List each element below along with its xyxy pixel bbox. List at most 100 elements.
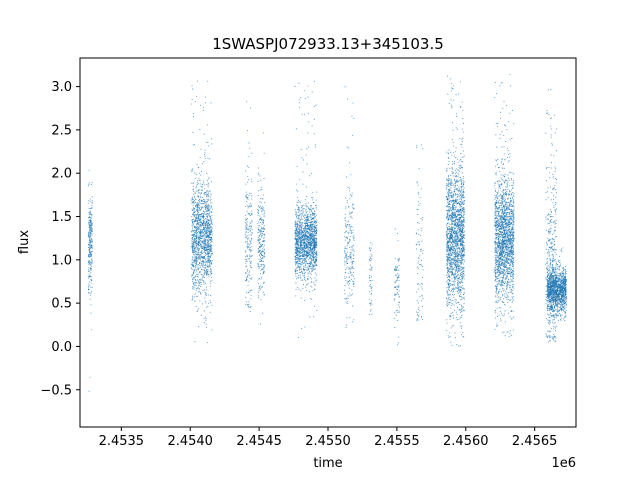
data-point: [452, 242, 454, 244]
data-point: [207, 246, 209, 248]
data-point: [192, 288, 194, 290]
data-point: [206, 207, 209, 209]
data-point: [369, 275, 371, 277]
data-point: [371, 292, 373, 294]
data-point: [304, 254, 306, 256]
data-point: [455, 147, 457, 149]
data-point: [448, 199, 450, 201]
data-point: [311, 267, 313, 269]
data-point: [260, 208, 262, 210]
data-point: [451, 160, 454, 163]
data-point: [264, 234, 266, 236]
data-point: [315, 264, 317, 266]
data-point: [302, 284, 305, 286]
data-point: [347, 187, 349, 189]
data-point: [203, 109, 205, 111]
data-point: [302, 241, 304, 244]
data-point: [351, 115, 353, 117]
data-point: [301, 263, 303, 265]
data-point: [455, 234, 457, 236]
data-point: [250, 241, 252, 243]
data-point: [257, 214, 259, 216]
data-point: [209, 196, 212, 198]
data-point: [298, 218, 300, 220]
data-point: [197, 180, 199, 182]
data-point: [191, 295, 193, 297]
data-point: [198, 255, 200, 257]
data-point: [349, 272, 352, 274]
data-point: [258, 283, 260, 285]
data-point: [91, 207, 93, 209]
data-point: [453, 206, 455, 209]
data-point: [249, 275, 251, 277]
data-point: [90, 255, 92, 257]
data-point: [349, 190, 351, 192]
data-point: [210, 231, 213, 233]
data-point: [192, 208, 194, 210]
data-point: [305, 239, 307, 241]
data-point: [196, 203, 198, 205]
data-point: [369, 268, 371, 271]
data-point: [461, 167, 463, 169]
data-point: [208, 275, 210, 277]
data-point: [313, 214, 316, 216]
data-point: [350, 261, 352, 263]
data-point: [302, 249, 304, 251]
data-point: [200, 197, 202, 199]
data-point: [194, 227, 196, 229]
data-point: [344, 213, 346, 215]
data-point: [205, 243, 207, 245]
data-point: [263, 225, 265, 227]
data-point: [313, 249, 316, 251]
data-point: [210, 219, 212, 221]
data-point: [310, 224, 312, 226]
data-point: [196, 245, 198, 247]
data-point: [194, 283, 196, 285]
data-point: [208, 257, 210, 259]
data-point: [206, 234, 208, 236]
data-point: [294, 252, 296, 254]
data-point: [294, 244, 296, 246]
data-point: [308, 256, 310, 258]
data-point: [197, 183, 199, 185]
data-point: [370, 260, 372, 262]
data-point: [204, 204, 206, 206]
data-point: [306, 251, 308, 253]
data-point: [203, 232, 205, 234]
data-point: [307, 278, 310, 280]
data-point: [460, 292, 462, 294]
data-point: [208, 224, 211, 226]
data-point: [295, 268, 297, 270]
data-point: [208, 145, 210, 147]
data-point: [345, 247, 347, 249]
data-point: [260, 217, 262, 219]
data-point: [461, 305, 463, 307]
data-point: [204, 255, 206, 258]
data-point: [193, 265, 195, 267]
data-point: [195, 206, 198, 208]
data-point: [303, 217, 306, 219]
data-point: [201, 261, 203, 263]
data-point: [195, 260, 198, 262]
data-point: [344, 252, 346, 254]
data-point: [307, 218, 309, 220]
data-point: [311, 266, 313, 268]
data-point: [202, 266, 204, 268]
data-point: [315, 104, 317, 106]
data-point: [246, 256, 248, 258]
data-point: [422, 252, 424, 254]
data-point: [258, 190, 260, 192]
data-point: [457, 232, 460, 234]
data-point: [246, 245, 248, 247]
data-point: [352, 305, 354, 307]
data-point: [310, 243, 313, 245]
data-point: [295, 249, 297, 251]
data-point: [314, 146, 316, 148]
data-point: [459, 259, 461, 261]
data-point: [303, 276, 305, 278]
data-point: [349, 239, 351, 241]
data-point: [205, 282, 207, 284]
data-point: [199, 285, 201, 288]
data-point: [416, 145, 418, 147]
data-point: [192, 276, 195, 278]
